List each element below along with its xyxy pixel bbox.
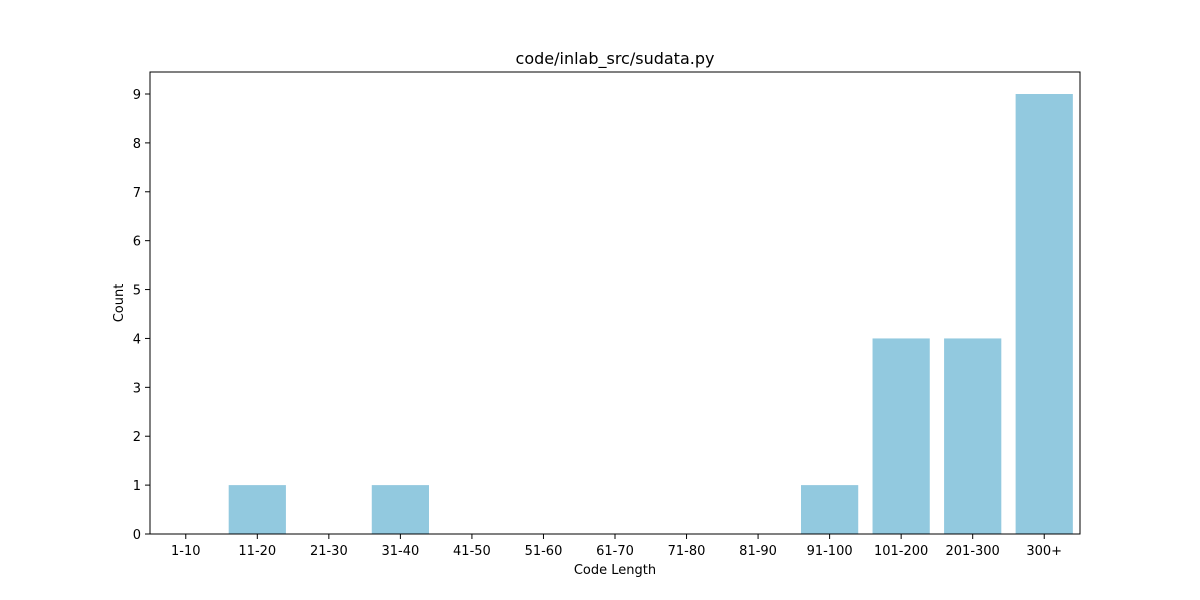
x-tick-label: 41-50 <box>453 544 491 559</box>
chart-title: code/inlab_src/sudata.py <box>516 49 715 69</box>
bar-31-40 <box>371 485 429 534</box>
y-tick-label: 2 <box>133 430 141 445</box>
bar-91-100 <box>801 485 859 534</box>
bar-101-200 <box>872 338 930 534</box>
x-tick-label: 11-20 <box>238 544 276 559</box>
y-tick-label: 9 <box>133 88 141 103</box>
x-tick-label: 101-200 <box>874 544 928 559</box>
y-tick-label: 7 <box>133 186 141 201</box>
bars-group <box>228 94 1073 534</box>
bar-300+ <box>1015 94 1073 534</box>
y-tick-label: 8 <box>133 137 141 152</box>
y-tick-label: 1 <box>133 479 141 494</box>
x-tick-label: 21-30 <box>310 544 348 559</box>
x-tick-label: 300+ <box>1026 544 1062 559</box>
x-tick-label: 71-80 <box>668 544 706 559</box>
x-axis-label: Code Length <box>574 563 656 578</box>
y-tick-label: 0 <box>133 528 141 543</box>
x-tick-label: 201-300 <box>946 544 1000 559</box>
bar-11-20 <box>228 485 286 534</box>
y-tick-label: 6 <box>133 235 141 250</box>
y-axis-ticks: 0 1 2 3 4 5 6 7 8 9 <box>133 88 150 543</box>
y-tick-label: 3 <box>133 381 141 396</box>
plot-frame <box>149 71 1081 535</box>
y-tick-label: 4 <box>133 332 141 347</box>
x-tick-label: 1-10 <box>171 544 201 559</box>
x-axis-ticks: 1-10 11-20 21-30 31-40 41-50 51-60 61-70 71-80 8… <box>171 534 1062 559</box>
x-tick-label: 51-60 <box>525 544 563 559</box>
bar-201-300 <box>944 338 1002 534</box>
y-axis-label: Count <box>112 284 127 323</box>
x-tick-label: 81-90 <box>739 544 777 559</box>
y-tick-label: 5 <box>133 284 141 299</box>
x-tick-label: 61-70 <box>596 544 634 559</box>
x-tick-label: 91-100 <box>807 544 853 559</box>
x-tick-label: 31-40 <box>381 544 419 559</box>
